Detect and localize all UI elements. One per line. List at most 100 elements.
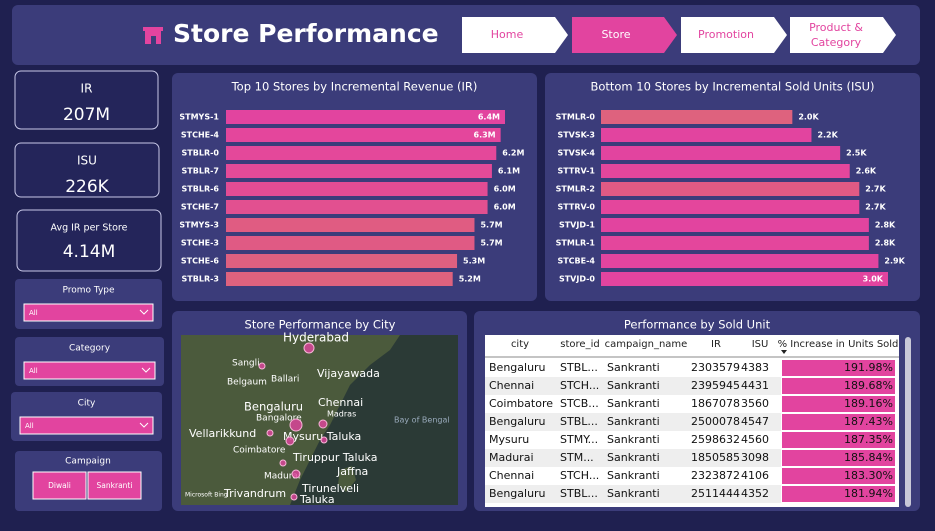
bar bbox=[226, 254, 458, 268]
bar bbox=[601, 200, 860, 214]
table-cell: Coimbatore bbox=[489, 397, 553, 410]
y-tick-label: STCBE-4 bbox=[557, 257, 595, 266]
y-tick-label: STTRV-0 bbox=[557, 203, 595, 212]
table-cell: 2500078 bbox=[691, 415, 740, 428]
column-header: store_id bbox=[560, 339, 599, 350]
campaign-button[interactable] bbox=[32, 471, 87, 500]
table-cell: 181.94% bbox=[844, 487, 893, 500]
table-cell: STM... bbox=[560, 451, 594, 464]
nav-home[interactable] bbox=[462, 17, 568, 53]
bar bbox=[226, 272, 453, 286]
column-header: city bbox=[511, 339, 529, 350]
map-label: Sangli bbox=[232, 359, 260, 369]
dropdown[interactable] bbox=[19, 416, 154, 435]
y-tick-label: STMYS-1 bbox=[179, 113, 219, 122]
filter-label: Category bbox=[69, 344, 111, 354]
map-label: Vellarikkund bbox=[189, 427, 256, 440]
dropdown-arrow bbox=[139, 422, 149, 428]
map-label: Belgaum bbox=[227, 378, 267, 388]
table-cell: 4106 bbox=[741, 469, 769, 482]
table-cell: 191.98% bbox=[844, 361, 893, 374]
map-bubble bbox=[320, 436, 328, 444]
data-label: 2.8K bbox=[875, 221, 896, 230]
chart-title: Top 10 Stores by Incremental Revenue (IR… bbox=[231, 80, 478, 94]
map-label: Madurai bbox=[264, 472, 300, 482]
table-cell: Mysuru bbox=[489, 433, 529, 446]
bar bbox=[226, 110, 505, 124]
table-cell: STCB... bbox=[560, 397, 599, 410]
map-label: Chennai bbox=[318, 396, 363, 409]
dropdown-value: All bbox=[29, 367, 38, 375]
page-title: Store Performance bbox=[173, 19, 439, 48]
map-bubble bbox=[285, 436, 295, 446]
table-cell: 2511444 bbox=[691, 487, 740, 500]
column-header: % Increase in Units Sold bbox=[778, 339, 899, 350]
table-cell: 2598632 bbox=[691, 433, 740, 446]
kpi-card bbox=[14, 142, 160, 198]
table-cell: 189.16% bbox=[844, 397, 893, 410]
dropdown[interactable] bbox=[23, 361, 156, 380]
nav-label: Store bbox=[601, 28, 630, 41]
row-band bbox=[485, 377, 781, 395]
bar bbox=[226, 182, 488, 196]
y-tick-label: STMLR-0 bbox=[556, 113, 596, 122]
pct-cell bbox=[782, 378, 895, 394]
nav: Home Store Promotion Product & Category bbox=[462, 17, 896, 53]
pct-cell bbox=[782, 450, 895, 466]
pct-cell bbox=[782, 486, 895, 502]
map-label: Mysuru Taluka bbox=[283, 430, 361, 443]
table-cell: Chennai bbox=[489, 379, 534, 392]
nav-product[interactable] bbox=[790, 17, 896, 53]
table-cell: 4547 bbox=[741, 415, 769, 428]
chart-title: Bottom 10 Stores by Incremental Sold Uni… bbox=[590, 80, 874, 94]
map-label: Taluka bbox=[299, 493, 335, 506]
table-cell: Bengaluru bbox=[489, 487, 546, 500]
table-cell: 187.43% bbox=[844, 415, 893, 428]
table-cell: 2323872 bbox=[691, 469, 740, 482]
bar bbox=[601, 146, 841, 160]
row-band bbox=[485, 485, 781, 503]
data-label: 6.3M bbox=[474, 131, 496, 140]
table-cell: Sankranti bbox=[607, 487, 660, 500]
map-label: Microsoft Bing bbox=[185, 492, 228, 499]
data-label: 6.0M bbox=[494, 185, 516, 194]
table-cell: 189.68% bbox=[844, 379, 893, 392]
y-tick-label: STBLR-6 bbox=[182, 185, 220, 194]
data-label: 2.6K bbox=[856, 167, 877, 176]
y-tick-label: STMLR-1 bbox=[556, 239, 596, 248]
table-title: Performance by Sold Unit bbox=[624, 318, 771, 332]
data-label: 2.7K bbox=[865, 185, 886, 194]
table-cell: Sankranti bbox=[607, 397, 660, 410]
table-cell: 185.84% bbox=[844, 451, 893, 464]
nav-store[interactable] bbox=[572, 17, 677, 53]
kpi-value: 226K bbox=[65, 177, 109, 197]
table-cell: Bengaluru bbox=[489, 361, 546, 374]
table-cell: 1850585 bbox=[691, 451, 740, 464]
nav-label: Product & bbox=[809, 21, 863, 34]
bar bbox=[601, 272, 888, 286]
filter-label: City bbox=[78, 399, 96, 409]
data-label: 2.7K bbox=[865, 203, 886, 212]
kpi-value: 4.14M bbox=[63, 242, 116, 262]
data-label: 6.4M bbox=[478, 113, 500, 122]
table-cell: 187.35% bbox=[844, 433, 893, 446]
dropdown[interactable] bbox=[23, 303, 154, 322]
bar bbox=[601, 128, 812, 142]
pct-cell bbox=[782, 360, 895, 376]
filter-label: Promo Type bbox=[62, 286, 115, 296]
table-cell: STBL... bbox=[560, 487, 598, 500]
data-label: 6.0M bbox=[494, 203, 516, 212]
left-column: IR 207M ISU 226K Avg IR per Store 4.14M Promo … bbox=[11, 70, 164, 511]
table-body: city store_id campaign_name IR ISU % Increase… bbox=[485, 318, 899, 503]
map-bubble bbox=[258, 362, 266, 370]
column-header: IR bbox=[711, 339, 721, 350]
nav-promotion[interactable] bbox=[681, 17, 787, 53]
bar bbox=[226, 128, 501, 142]
map-bubble bbox=[318, 419, 328, 429]
dropdown-arrow bbox=[141, 367, 151, 373]
campaign-button[interactable] bbox=[87, 471, 142, 500]
nav-label: Category bbox=[811, 36, 862, 49]
column-header: ISU bbox=[752, 339, 769, 350]
table-cell: Sankranti bbox=[607, 379, 660, 392]
